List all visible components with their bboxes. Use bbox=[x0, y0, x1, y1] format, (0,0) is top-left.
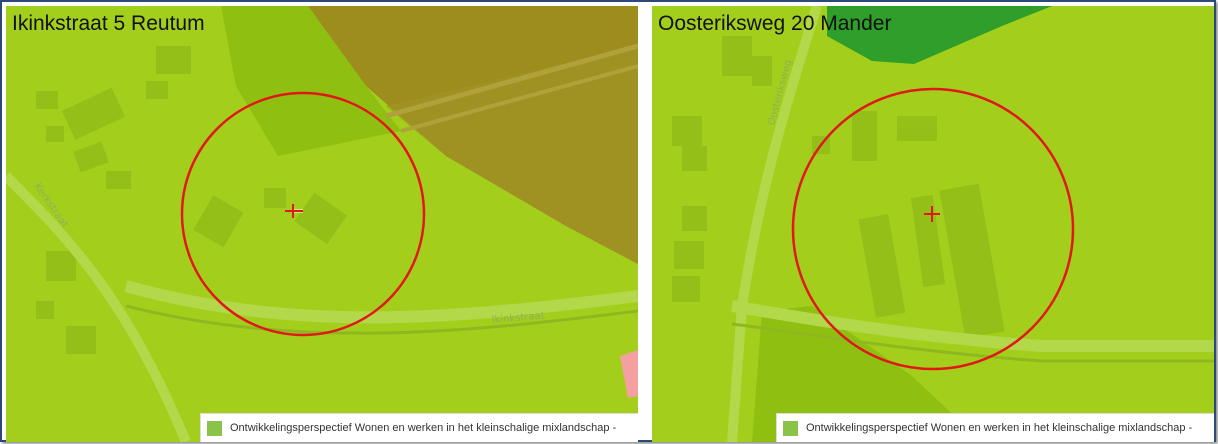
roads bbox=[6, 43, 638, 442]
legend-label: Ontwikkelingsperspectief Wonen en werken… bbox=[806, 422, 1193, 434]
street-label-ikinkstraat: Ikinkstraat bbox=[491, 310, 545, 326]
map-panel-reutum[interactable]: Kerkstraat Ikinkstraat Ikinkstraat 5 Reu… bbox=[6, 6, 638, 442]
location-crosshair-icon bbox=[924, 206, 940, 222]
panel-title-reutum: Ikinkstraat 5 Reutum bbox=[12, 12, 205, 35]
nature-zone bbox=[221, 6, 401, 156]
building-footprints bbox=[672, 36, 1005, 339]
map-panel-mander[interactable]: Oosteriksweg Oosteriksweg 20 Mander Ontw… bbox=[652, 6, 1214, 442]
buffer-circle bbox=[180, 91, 426, 337]
forest-zone bbox=[827, 6, 1052, 64]
pink-zone bbox=[620, 350, 638, 398]
roads bbox=[727, 6, 1214, 442]
legend-label: Ontwikkelingsperspectief Wonen en werken… bbox=[230, 422, 617, 434]
legend-swatch bbox=[783, 420, 798, 436]
legend-swatch bbox=[207, 420, 222, 436]
nature-zone bbox=[752, 306, 982, 442]
map-canvas-mander[interactable]: Oosteriksweg bbox=[652, 6, 1214, 442]
legend-mander: Ontwikkelingsperspectief Wonen en werken… bbox=[776, 413, 1214, 442]
map-canvas-reutum[interactable]: Kerkstraat Ikinkstraat bbox=[6, 6, 638, 442]
panel-title-mander: Oosteriksweg 20 Mander bbox=[658, 12, 892, 35]
building-footprints bbox=[36, 46, 348, 354]
legend-reutum: Ontwikkelingsperspectief Wonen en werken… bbox=[200, 413, 638, 442]
location-crosshair-icon bbox=[285, 204, 303, 218]
buffer-circle bbox=[791, 87, 1075, 371]
